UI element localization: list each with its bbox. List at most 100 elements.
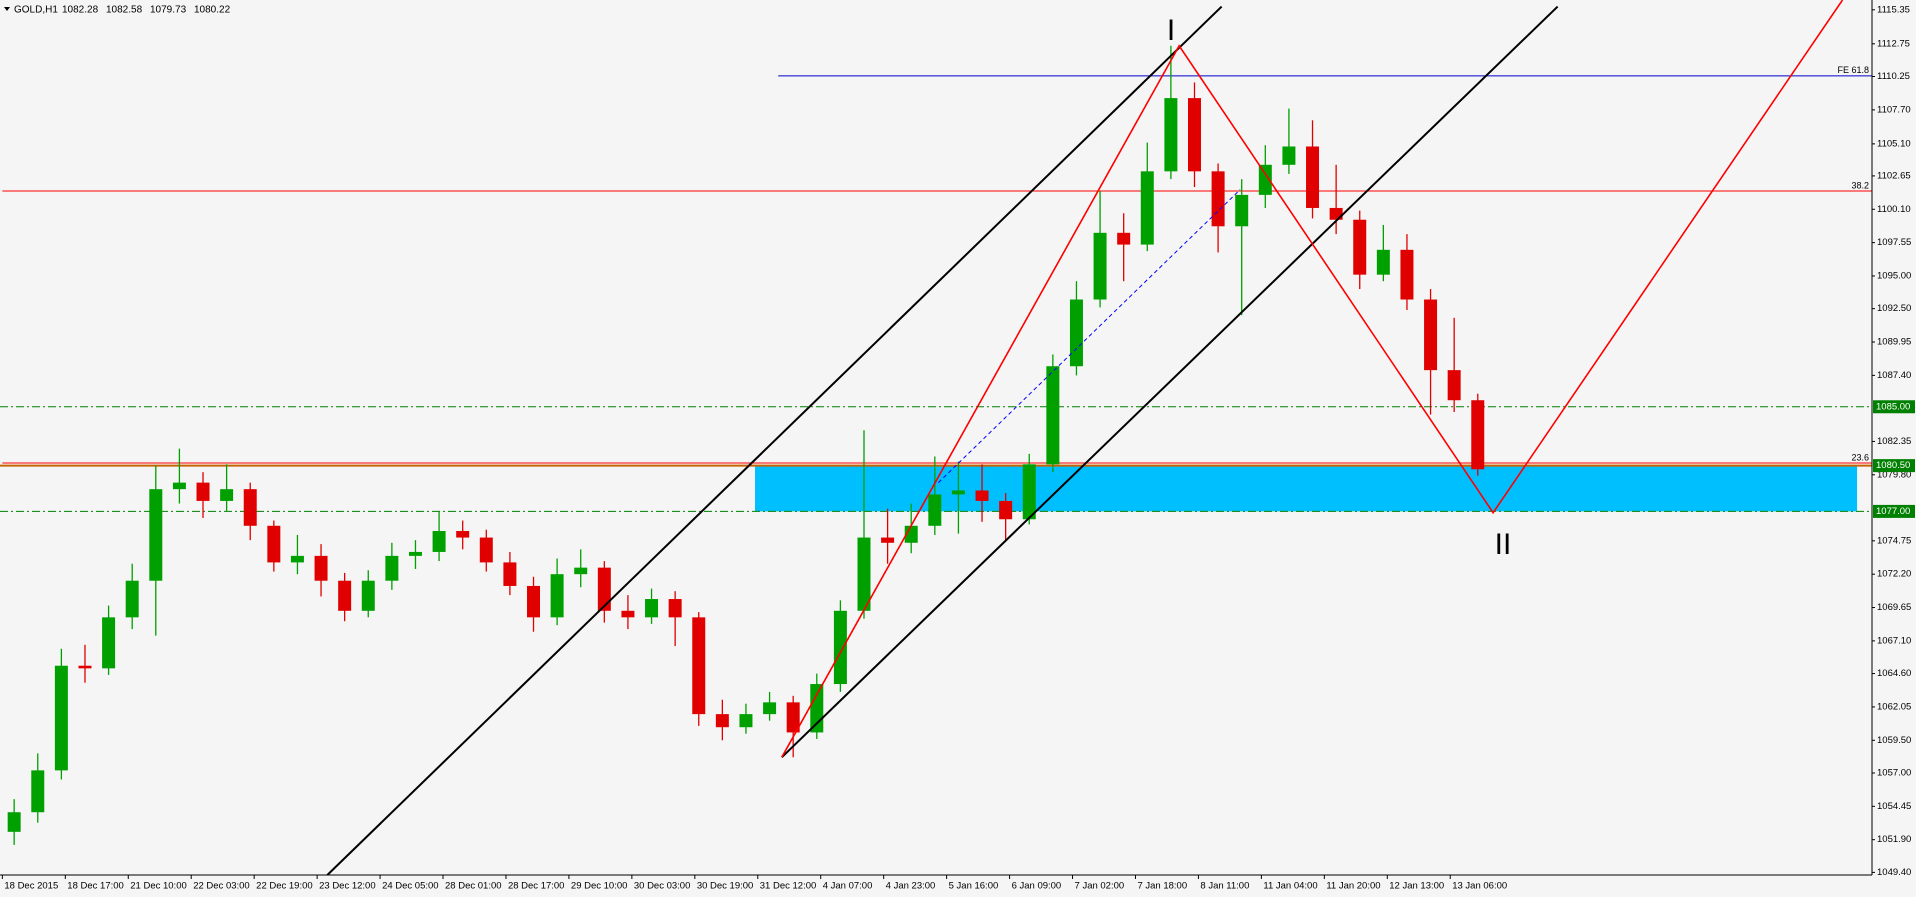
trend-line	[786, 49, 1178, 749]
y-tick-label: 1079.80	[1877, 469, 1911, 480]
header-ohlc: 1082.58	[106, 5, 143, 16]
candle-body	[1306, 146, 1320, 208]
candle-body	[267, 525, 281, 563]
candle-body	[1188, 98, 1201, 172]
x-tick-label: 4 Jan 23:00	[886, 881, 936, 892]
candle-body	[1424, 299, 1438, 371]
x-tick-label: 24 Dec 05:00	[382, 881, 439, 892]
x-tick-label: 29 Dec 10:00	[571, 881, 628, 892]
x-tick-label: 4 Jan 07:00	[823, 881, 873, 892]
candle-body	[810, 684, 824, 733]
candle-body	[574, 567, 588, 575]
candle-body	[1093, 232, 1107, 300]
candle-body	[975, 490, 989, 501]
candle-body	[361, 580, 375, 611]
x-tick-label: 7 Jan 02:00	[1075, 881, 1125, 892]
candle-body	[243, 489, 257, 526]
candle-body	[1164, 98, 1178, 172]
header-ohlc: 1079.73	[150, 5, 187, 16]
candle-body	[1376, 249, 1390, 275]
y-tick-label: 1089.95	[1877, 337, 1911, 348]
fibo-label: FE 61.8	[1837, 65, 1869, 75]
x-tick-label: 23 Dec 12:00	[319, 881, 376, 892]
x-tick-label: 28 Dec 01:00	[445, 881, 502, 892]
candle-body	[385, 555, 399, 581]
candle-body	[1329, 207, 1343, 220]
candle-body	[1235, 194, 1249, 227]
x-tick-label: 11 Jan 20:00	[1326, 881, 1380, 892]
candle-body	[833, 610, 847, 685]
wave-label: I	[1167, 14, 1175, 47]
symbol: GOLD,H1	[14, 5, 58, 16]
candle-body	[763, 702, 777, 715]
x-tick-label: 11 Jan 04:00	[1263, 881, 1317, 892]
x-tick-label: 22 Dec 19:00	[256, 881, 313, 892]
y-tick-label: 1092.50	[1877, 303, 1911, 314]
candle-body	[881, 537, 895, 543]
candle-body	[857, 537, 871, 611]
y-tick-label: 1107.70	[1877, 104, 1911, 115]
level-tag	[1873, 504, 1915, 518]
candle-body	[597, 567, 611, 611]
candle-body	[149, 489, 163, 581]
plot-area: FE 61.8 38.2 23.6	[0, 0, 1872, 875]
y-tick-label: 1112.75	[1877, 38, 1910, 49]
candle-body	[1069, 299, 1083, 367]
trend-line	[781, 5, 1559, 759]
x-tick-label: 18 Dec 17:00	[67, 881, 124, 892]
candle-body	[1353, 219, 1367, 275]
level-tag-label: 1077.00	[1876, 506, 1910, 517]
y-tick-label: 1057.00	[1877, 767, 1911, 778]
y-tick-label: 1087.40	[1877, 370, 1911, 381]
candle-body	[314, 555, 328, 581]
candle-body	[999, 500, 1013, 520]
y-tick-label: 1062.05	[1877, 701, 1911, 712]
header-ohlc: 1082.28	[62, 5, 99, 16]
menu-triangle	[4, 7, 10, 11]
x-tick-label: 21 Dec 10:00	[130, 881, 187, 892]
y-tick-label: 1054.45	[1877, 801, 1911, 812]
header-ohlc: 1080.22	[194, 5, 231, 16]
x-tick-label: 18 Dec 2015	[4, 881, 58, 892]
x-tick-label: 22 Dec 03:00	[193, 881, 250, 892]
y-tick-label: 1105.10	[1877, 138, 1911, 149]
y-tick-label: 1102.65	[1877, 170, 1911, 181]
candle-body	[715, 714, 729, 728]
y-tick-label: 1064.60	[1877, 668, 1911, 679]
y-tick-label: 1049.40	[1877, 867, 1911, 878]
fibo-label: 38.2	[1851, 180, 1869, 190]
candle-body	[1258, 164, 1272, 195]
candle-body	[1022, 464, 1036, 520]
candle-body	[645, 599, 659, 618]
level-tag	[1873, 400, 1915, 414]
y-tick-label: 1115.35	[1877, 4, 1910, 15]
x-tick-label: 31 Dec 12:00	[760, 881, 817, 892]
candle-body	[527, 585, 540, 618]
wave-label: II	[1495, 528, 1512, 561]
y-tick-label: 1069.65	[1877, 602, 1911, 613]
candle-body	[621, 610, 635, 618]
x-tick-label: 13 Jan 06:00	[1452, 881, 1507, 892]
candle-body	[951, 490, 965, 495]
candle-body	[1117, 232, 1131, 245]
candle-body	[1400, 249, 1414, 300]
y-tick-label: 1059.50	[1877, 735, 1911, 746]
candle-body	[290, 555, 304, 563]
candle-body	[928, 494, 942, 526]
candle-body	[668, 599, 682, 618]
candle-body	[102, 617, 116, 669]
candle-body	[739, 714, 753, 728]
fibo-label: 23.6	[1851, 452, 1869, 462]
candle-body	[220, 489, 234, 501]
x-tick-label: 5 Jan 16:00	[949, 881, 999, 892]
x-tick-label: 30 Dec 03:00	[634, 881, 691, 892]
level-tag-label: 1085.00	[1876, 401, 1910, 412]
trend-line	[938, 189, 1241, 483]
x-tick-label: 6 Jan 09:00	[1012, 881, 1062, 892]
header: GOLD,H1 1082.28 1082.58 1079.73 1080.22	[4, 5, 231, 16]
level-tag	[1873, 459, 1915, 473]
candle-body	[1471, 400, 1485, 470]
candle-body	[1282, 146, 1296, 165]
